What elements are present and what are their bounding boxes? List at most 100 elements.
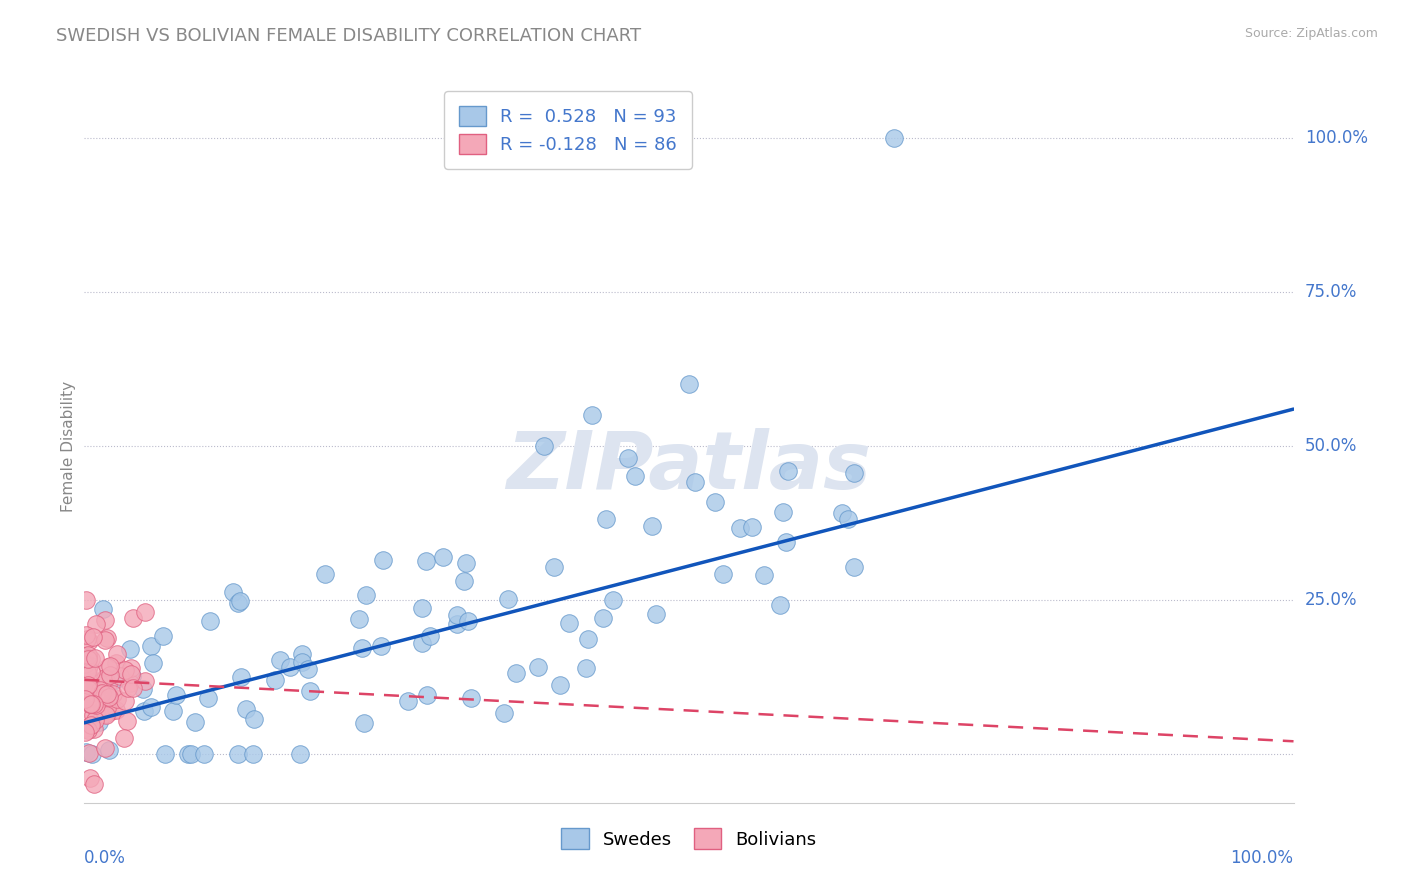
Point xyxy=(290,747,312,761)
Text: 100.0%: 100.0% xyxy=(1230,849,1294,867)
Point xyxy=(105,692,128,706)
Point xyxy=(419,629,441,643)
Point xyxy=(299,684,322,698)
Point xyxy=(592,611,614,625)
Point xyxy=(533,439,555,453)
Text: 0.0%: 0.0% xyxy=(84,849,127,867)
Point xyxy=(183,714,205,729)
Point xyxy=(644,607,666,621)
Point xyxy=(79,686,101,700)
Point xyxy=(456,556,478,570)
Point xyxy=(235,702,257,716)
Point xyxy=(73,690,96,705)
Point xyxy=(75,593,97,607)
Point xyxy=(229,594,252,608)
Point xyxy=(242,747,264,761)
Point xyxy=(90,675,112,690)
Point xyxy=(82,630,104,644)
Point xyxy=(120,661,142,675)
Point xyxy=(84,698,107,713)
Point xyxy=(278,660,301,674)
Point xyxy=(703,495,725,509)
Point xyxy=(772,505,794,519)
Point xyxy=(75,691,97,706)
Text: Source: ZipAtlas.com: Source: ZipAtlas.com xyxy=(1244,27,1378,40)
Point xyxy=(120,667,142,681)
Point xyxy=(641,518,664,533)
Point xyxy=(371,552,394,566)
Point xyxy=(83,674,105,689)
Point xyxy=(77,746,100,760)
Point xyxy=(527,659,550,673)
Point xyxy=(139,640,162,654)
Point xyxy=(89,683,111,698)
Point xyxy=(82,698,104,712)
Point xyxy=(75,628,97,642)
Point xyxy=(114,663,136,677)
Point xyxy=(453,574,475,589)
Point xyxy=(93,706,115,721)
Point xyxy=(79,771,101,785)
Point xyxy=(96,687,118,701)
Point xyxy=(97,659,120,673)
Point xyxy=(120,642,142,657)
Point xyxy=(134,673,156,688)
Point xyxy=(831,506,853,520)
Point xyxy=(778,464,800,478)
Point xyxy=(115,714,138,729)
Point xyxy=(114,694,136,708)
Point xyxy=(96,701,118,715)
Point xyxy=(837,512,859,526)
Text: 50.0%: 50.0% xyxy=(1305,437,1357,455)
Point xyxy=(80,697,103,711)
Point xyxy=(77,682,100,697)
Point xyxy=(91,700,114,714)
Point xyxy=(89,715,111,730)
Point xyxy=(222,585,245,599)
Point xyxy=(457,614,479,628)
Point xyxy=(79,697,101,711)
Point xyxy=(446,616,468,631)
Point xyxy=(94,707,117,722)
Point xyxy=(83,683,105,698)
Point xyxy=(83,697,105,711)
Point xyxy=(97,676,120,690)
Point xyxy=(139,700,162,714)
Point xyxy=(94,740,117,755)
Point xyxy=(83,723,105,737)
Point xyxy=(728,521,751,535)
Point xyxy=(97,743,120,757)
Point xyxy=(76,665,98,679)
Point xyxy=(84,690,107,704)
Point xyxy=(769,598,792,612)
Point xyxy=(269,653,291,667)
Point xyxy=(291,647,314,661)
Point xyxy=(77,681,100,695)
Point xyxy=(548,677,571,691)
Point xyxy=(396,693,419,707)
Point xyxy=(96,632,118,646)
Point xyxy=(496,591,519,606)
Point xyxy=(114,731,136,745)
Point xyxy=(83,676,105,690)
Point xyxy=(775,535,797,549)
Point xyxy=(741,520,763,534)
Point xyxy=(243,712,266,726)
Point xyxy=(79,634,101,648)
Point xyxy=(93,671,115,685)
Point xyxy=(77,651,100,665)
Point xyxy=(108,669,131,683)
Point xyxy=(177,747,200,761)
Point xyxy=(80,665,103,679)
Point xyxy=(231,670,253,684)
Point xyxy=(505,665,527,680)
Point xyxy=(82,708,104,723)
Point xyxy=(73,704,96,718)
Point xyxy=(77,652,100,666)
Point xyxy=(142,656,165,670)
Point xyxy=(685,475,707,489)
Point xyxy=(75,745,97,759)
Point xyxy=(80,698,103,712)
Point xyxy=(90,686,112,700)
Point xyxy=(446,608,468,623)
